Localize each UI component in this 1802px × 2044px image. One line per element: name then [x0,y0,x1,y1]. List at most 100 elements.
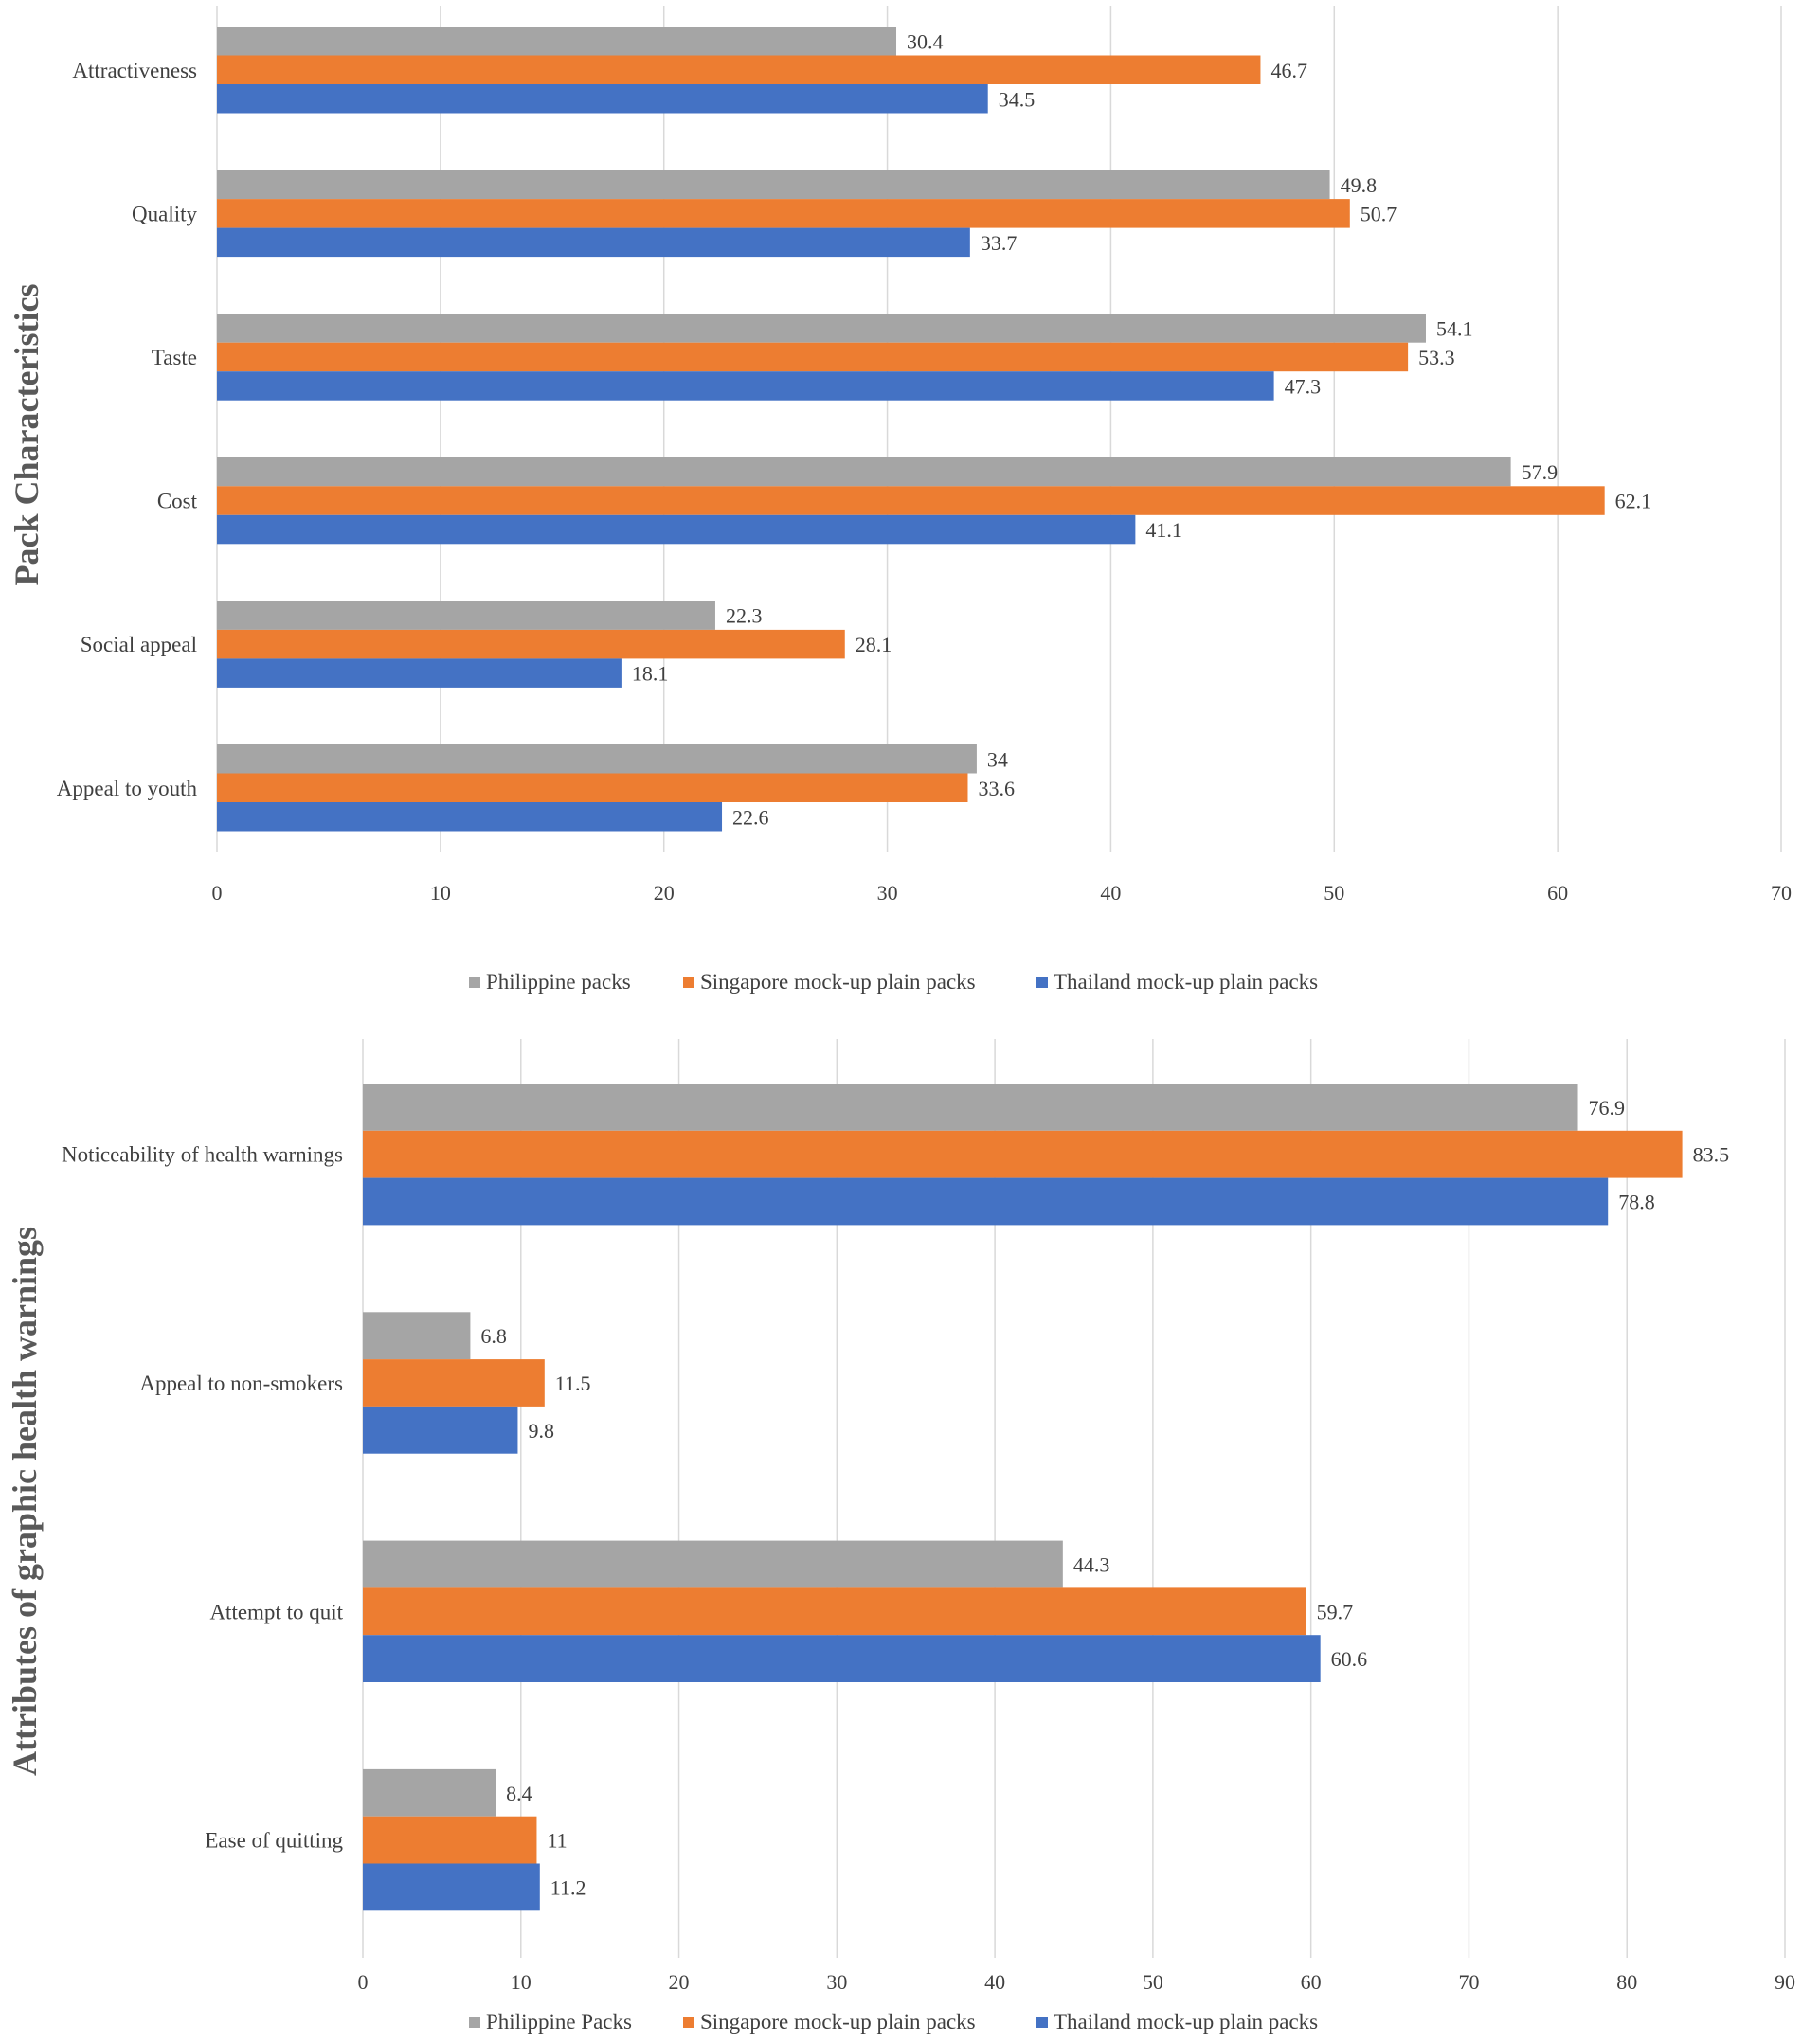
bar [217,84,988,114]
x-tick-label: 80 [1616,1970,1637,1994]
x-tick-label: 40 [1100,881,1121,905]
x-tick-label: 40 [984,1970,1005,1994]
x-tick-label: 90 [1775,1970,1795,1994]
category-label: Appeal to youth [57,777,198,800]
x-tick-label: 50 [1324,881,1344,905]
legend-label: Singapore mock-up plain packs [700,970,976,994]
legend-swatch [683,2017,694,2028]
legend-label: Thailand mock-up plain packs [1054,970,1318,994]
x-tick-label: 70 [1458,1970,1479,1994]
bar [217,170,1330,200]
data-label: 54.1 [1436,316,1473,340]
legend-label: Philippine packs [486,970,631,994]
bar [363,1406,518,1454]
legend: Philippine Packs Singapore mock-up plain … [469,2010,1318,2034]
category-label: Ease of quitting [205,1829,343,1853]
data-label: 22.6 [732,805,769,829]
x-tick-label: 50 [1143,1970,1163,1994]
legend-label: Philippine Packs [486,2010,632,2034]
x-tick-label: 20 [669,1970,690,1994]
bar [217,27,897,56]
data-label: 62.1 [1615,490,1652,513]
data-label: 9.8 [528,1419,554,1443]
legend-label: Thailand mock-up plain packs [1054,2010,1318,2034]
data-label: 11.2 [550,1875,586,1899]
x-tick-label: 10 [511,1970,532,1994]
category-label: Cost [157,490,198,513]
bar [217,199,1350,228]
legend-swatch [683,977,694,988]
legend-label: Singapore mock-up plain packs [700,2010,976,2034]
bar [217,802,723,832]
bar [363,1177,1609,1226]
data-label: 33.6 [978,777,1015,800]
data-label: 34.5 [999,87,1036,111]
data-label: 47.3 [1285,374,1322,398]
bar [217,457,1511,487]
bar [363,1130,1683,1178]
bar [217,658,622,688]
data-label: 28.1 [856,633,892,656]
bar [363,1635,1321,1682]
data-label: 6.8 [480,1324,507,1348]
x-tick-label: 10 [430,881,451,905]
category-label: Appeal to non-smokers [139,1372,343,1395]
data-label: 11.5 [555,1372,591,1395]
bar [217,227,970,258]
bar [363,1359,545,1407]
x-tick-label: 60 [1301,1970,1322,1994]
bar [217,486,1605,515]
data-label: 49.8 [1341,173,1378,197]
bar [363,1312,471,1360]
data-label: 60.6 [1331,1647,1368,1671]
bar [217,773,968,802]
bar [217,371,1274,401]
x-tick-label: 70 [1771,881,1792,905]
data-label: 78.8 [1618,1191,1655,1214]
data-label: 22.3 [726,604,763,628]
category-label: Quality [132,202,197,225]
bar [217,601,715,630]
legend-swatch [469,2017,480,2028]
data-label: 76.9 [1589,1096,1626,1120]
bar [217,314,1426,343]
data-label: 41.1 [1145,518,1182,542]
category-label: Attempt to quit [209,1600,343,1623]
legend-swatch [469,977,480,988]
data-label: 57.9 [1522,460,1559,484]
category-label: Taste [152,346,197,369]
data-label: 33.7 [981,231,1018,255]
data-label: 59.7 [1317,1600,1354,1623]
data-label: 83.5 [1693,1143,1730,1167]
x-tick-label: 0 [212,881,223,905]
bar [363,1540,1063,1588]
data-label: 18.1 [632,662,669,686]
bar [217,629,845,659]
data-label: 50.7 [1361,202,1397,225]
bar [217,55,1261,84]
bar [363,1863,540,1911]
bar [217,744,977,774]
bar [363,1768,496,1817]
legend-swatch [1036,977,1048,988]
data-label: 44.3 [1073,1553,1110,1577]
category-label: Social appeal [81,633,197,656]
bar [363,1084,1578,1131]
data-label: 11 [547,1829,567,1853]
bar [363,1587,1306,1636]
chart-2: 0 10 20 30 40 50 60 70 80 90 Noticeability of heal… [6,1039,1795,2034]
y-axis-title: Pack Characteristics [8,284,45,586]
y-axis-title: Attributes of graphic health warnings [6,1227,44,1776]
x-tick-label: 0 [358,1970,369,1994]
data-label: 34 [987,747,1008,771]
x-tick-label: 30 [877,881,898,905]
x-tick-label: 30 [826,1970,847,1994]
legend: Philippine packs Singapore mock-up plain … [469,970,1318,994]
category-label: Attractiveness [72,59,197,82]
bar [363,1816,537,1864]
x-tick-label: 20 [654,881,675,905]
data-label: 30.4 [907,29,944,53]
data-label: 8.4 [506,1782,532,1805]
bar [217,514,1136,545]
